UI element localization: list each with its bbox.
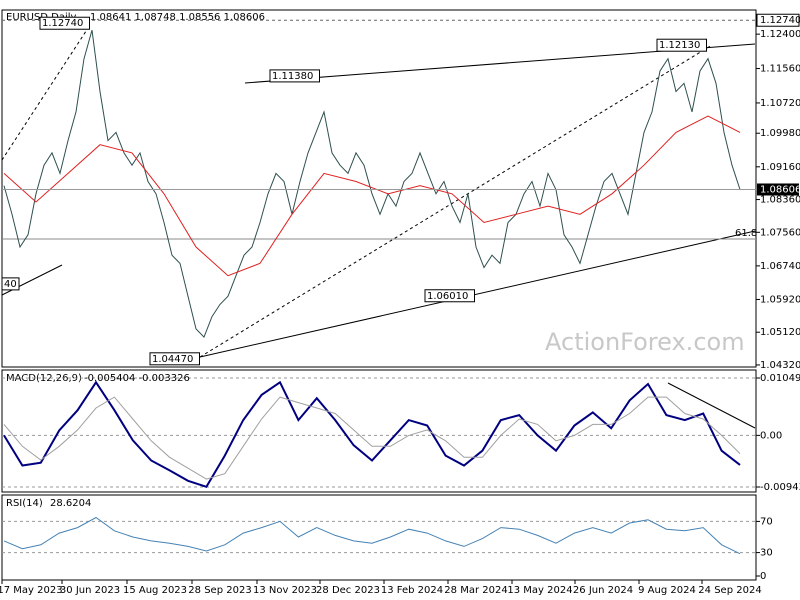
x-tick-label: 13 Feb 2024 (381, 585, 443, 596)
annotation-box (39, 16, 90, 30)
annotation-box (656, 38, 707, 52)
y-tick-label: 1.12400 (760, 29, 800, 40)
y-tick-label: 1.04320 (760, 360, 800, 371)
series-line (3, 396, 741, 480)
y-tick-label: 1.08360 (760, 195, 800, 206)
y-tick-label: -0.009435 (760, 482, 800, 493)
macd-title: MACD(12,26,9) (6, 373, 82, 384)
series-line (3, 516, 741, 555)
annotation-label: 40 (4, 279, 17, 290)
series-line (3, 29, 741, 339)
watermark: ActionForex.com (545, 328, 745, 356)
y-tick-label: 0.01049 (760, 373, 800, 384)
y-tick-label: 1.07560 (760, 227, 800, 238)
macd-trend-line (667, 382, 756, 429)
y-tick-label: 70 (760, 516, 773, 527)
x-tick-label: 9 Aug 2024 (638, 585, 696, 596)
annotation-box (269, 69, 320, 83)
fib-label: 61.8 (735, 228, 757, 239)
level-label: 1.12740 (760, 15, 800, 26)
trend-line (1, 24, 91, 161)
y-tick-label: 1.09160 (760, 162, 800, 173)
ohlc-header: 1.08641 1.08748 1.08556 1.08606 (90, 12, 265, 23)
series-line (3, 380, 741, 488)
x-tick-label: 13 May 2024 (507, 585, 572, 596)
trend-line (199, 44, 713, 358)
x-tick-label: 28 Sep 2023 (188, 585, 251, 596)
annotation-label: 1.12130 (659, 40, 700, 51)
annotation-label: 1.12740 (42, 18, 83, 29)
annotation-box (424, 289, 475, 303)
rsi-title: RSI(14) (6, 498, 43, 509)
indicator-values: 28.6204 (50, 498, 91, 509)
trend-line (199, 230, 756, 358)
y-tick-label: 1.05120 (760, 327, 800, 338)
annotation-box (149, 352, 200, 366)
annotation-label: 1.04470 (152, 354, 193, 365)
indicator-values: -0.005404 -0.003326 (84, 373, 190, 384)
y-tick-label: 30 (760, 548, 773, 559)
x-tick-label: 13 Nov 2023 (253, 585, 317, 596)
annotation-label: 1.11380 (272, 71, 313, 82)
macd-panel (1, 369, 757, 493)
y-tick-label: 0.00 (760, 430, 782, 441)
y-tick-label: 0 (760, 571, 766, 582)
y-tick-label: 1.09980 (760, 128, 800, 139)
x-tick-label: 17 May 2023 (0, 585, 63, 596)
x-tick-label: 30 Jun 2023 (60, 585, 120, 596)
x-tick-label: 28 Dec 2023 (316, 585, 380, 596)
y-tick-label: 1.11560 (760, 64, 800, 75)
x-tick-label: 28 Mar 2024 (444, 585, 507, 596)
price-panel (1, 9, 757, 368)
last-price-label: 1.08606 (760, 184, 800, 195)
rsi-panel (1, 494, 757, 581)
x-tick-label: 26 Jun 2024 (573, 585, 633, 596)
level-box (756, 13, 800, 27)
x-tick-label: 24 Sep 2024 (698, 585, 761, 596)
y-tick-label: 1.10720 (760, 98, 800, 109)
y-tick-label: 1.05920 (760, 294, 800, 305)
last-price-box (757, 183, 799, 196)
annotation-label: 1.06010 (427, 291, 468, 302)
annotation-box (1, 277, 20, 291)
y-tick-label: 1.06740 (760, 261, 800, 272)
x-tick-label: 15 Aug 2023 (123, 585, 187, 596)
